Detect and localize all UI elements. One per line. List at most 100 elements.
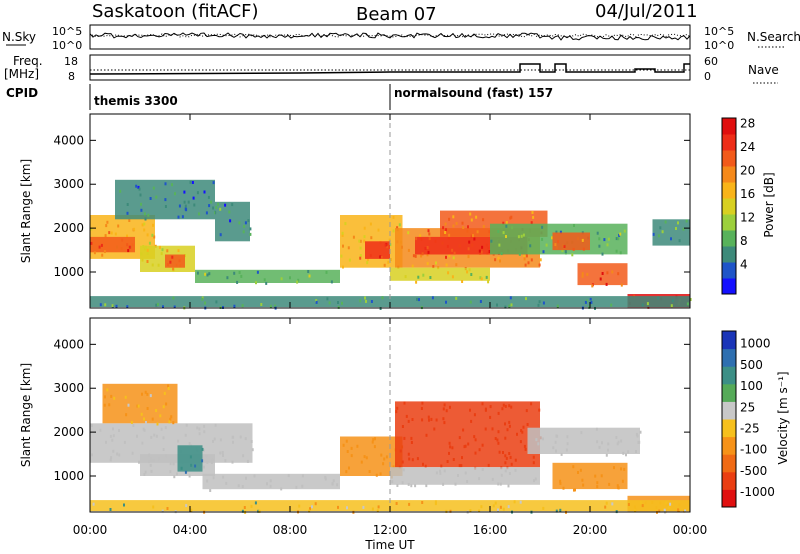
velocity-cell bbox=[244, 437, 247, 441]
velocity-cell bbox=[434, 502, 437, 506]
velocity-cell bbox=[411, 458, 414, 462]
power-cell bbox=[201, 297, 204, 301]
velocity-cell bbox=[172, 421, 175, 425]
velocity-cell bbox=[144, 390, 147, 394]
power-cell bbox=[496, 303, 498, 307]
velocity-cell bbox=[484, 408, 487, 412]
velocity-cell bbox=[613, 466, 615, 470]
power-cell bbox=[505, 224, 508, 228]
velocity-cell bbox=[201, 459, 204, 463]
velocity-cell bbox=[106, 388, 109, 392]
velocity-cell bbox=[664, 501, 667, 505]
power-cell bbox=[590, 300, 593, 304]
velocity-cell bbox=[408, 457, 411, 461]
velocity-cell bbox=[439, 469, 441, 473]
power-cell bbox=[467, 225, 469, 229]
velocity-cell bbox=[399, 449, 402, 453]
power-cell bbox=[554, 243, 557, 247]
velocity-cell bbox=[414, 484, 417, 488]
velocity-region-9 bbox=[552, 462, 628, 490]
power-cell bbox=[341, 233, 344, 237]
velocity-cell bbox=[525, 409, 528, 413]
station-title: Saskatoon (fitACF) bbox=[92, 1, 259, 22]
velocity-cell bbox=[91, 453, 93, 457]
velocity-colorbar-swatches: 1000 500 100 25 -25 -100 -500 -1000 bbox=[721, 330, 775, 508]
velocity-colorbar-tick: 25 bbox=[740, 400, 755, 414]
velocity-cell bbox=[105, 440, 107, 444]
velocity-cell bbox=[504, 469, 507, 473]
velocity-cell bbox=[469, 509, 472, 513]
velocity-cell bbox=[448, 451, 450, 455]
power-cell bbox=[472, 234, 474, 238]
velocity-cell bbox=[524, 447, 527, 451]
velocity-cell bbox=[552, 446, 555, 450]
power-cell bbox=[581, 238, 584, 242]
power-cell bbox=[191, 181, 194, 184]
velocity-cell bbox=[523, 444, 526, 448]
velocity-colorbar-swatch bbox=[722, 454, 736, 473]
power-cell bbox=[475, 215, 478, 219]
velocity-cell bbox=[336, 483, 339, 487]
velocity-cell bbox=[572, 465, 575, 469]
nave-tick-top: 60 bbox=[704, 55, 718, 68]
power-cell bbox=[269, 304, 272, 308]
velocity-cell bbox=[137, 404, 140, 408]
power-cell bbox=[538, 300, 541, 304]
velocity-cell bbox=[504, 404, 507, 408]
power-cell bbox=[445, 255, 447, 259]
velocity-cell bbox=[203, 465, 205, 469]
velocity-cell bbox=[458, 436, 461, 440]
power-cell bbox=[161, 248, 164, 252]
velocity-cell bbox=[141, 392, 143, 396]
power-cell bbox=[556, 304, 559, 308]
power-cell bbox=[174, 192, 176, 196]
power-cell bbox=[233, 304, 236, 308]
velocity-cell bbox=[669, 502, 672, 506]
velocity-cell bbox=[464, 471, 467, 475]
velocity-cell bbox=[219, 438, 222, 442]
power-cell bbox=[488, 230, 491, 234]
velocity-cell bbox=[505, 456, 508, 460]
velocity-cell bbox=[513, 500, 516, 504]
power-cell bbox=[447, 271, 450, 275]
power-colorbar-tick: 8 bbox=[740, 234, 748, 248]
velocity-colorbar-tick: -1000 bbox=[740, 485, 775, 499]
velocity-cell bbox=[391, 480, 394, 484]
velocity-cell bbox=[566, 442, 569, 446]
power-cell bbox=[242, 230, 245, 234]
velocity-cell bbox=[145, 421, 147, 424]
velocity-cell bbox=[497, 411, 500, 415]
y-tick-label: 3000 bbox=[53, 177, 84, 191]
velocity-cell bbox=[146, 392, 149, 396]
power-cell bbox=[185, 208, 188, 212]
power-cell bbox=[155, 303, 158, 307]
power-cell bbox=[260, 303, 263, 306]
power-cell bbox=[451, 248, 454, 252]
power-cell bbox=[498, 243, 501, 247]
velocity-cell bbox=[509, 455, 512, 459]
velocity-cell bbox=[350, 446, 353, 450]
velocity-cell bbox=[269, 484, 272, 488]
velocity-cell bbox=[508, 420, 511, 424]
power-cell bbox=[110, 231, 113, 235]
nsearch-label: N.Search bbox=[747, 30, 800, 44]
power-cell bbox=[143, 222, 146, 226]
power-cell bbox=[424, 247, 427, 250]
velocity-cell bbox=[375, 473, 378, 477]
power-cell bbox=[417, 275, 420, 279]
velocity-cell bbox=[188, 474, 191, 478]
power-cell bbox=[344, 222, 347, 226]
power-cell bbox=[126, 234, 128, 238]
power-cell bbox=[392, 215, 395, 219]
power-cell bbox=[171, 183, 173, 187]
power-cell bbox=[564, 250, 567, 253]
velocity-cell bbox=[109, 508, 112, 511]
power-cell bbox=[173, 305, 176, 309]
power-region-17 bbox=[652, 219, 690, 246]
power-cell bbox=[171, 255, 174, 259]
power-cell bbox=[620, 283, 623, 287]
velocity-cell bbox=[502, 507, 505, 511]
power-cell bbox=[233, 271, 236, 275]
velocity-cell bbox=[324, 475, 327, 479]
velocity-cell bbox=[508, 424, 511, 428]
